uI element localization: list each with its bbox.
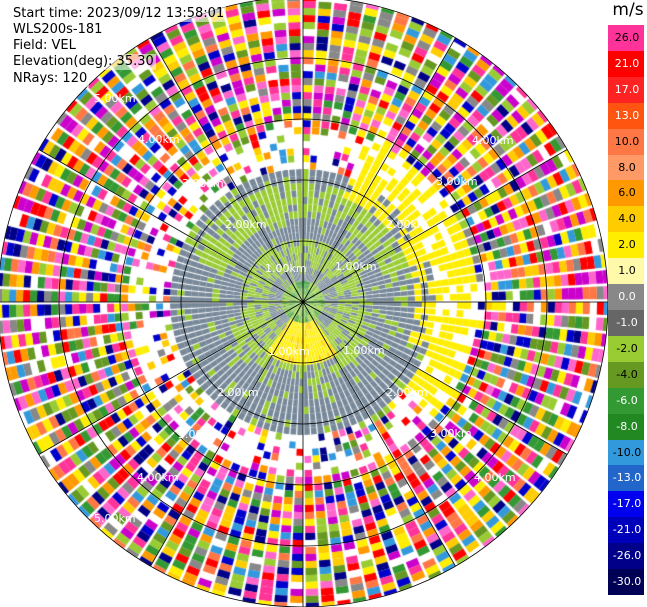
range-label-2km-nw: 2.00km — [225, 218, 267, 231]
colorbar-segment — [608, 413, 644, 441]
colorbar-tick-label: -26.0 — [612, 549, 642, 563]
range-label-1km-nw: 1.00km — [265, 262, 307, 275]
azimuth-spoke — [302, 301, 456, 567]
colorbar-tick-label: 1.0 — [618, 264, 636, 278]
colorbar-segment — [608, 361, 644, 389]
range-label-4km-sw: 4.00km — [137, 471, 179, 484]
range-label-5km-sw: 5.00km — [94, 512, 136, 525]
range-label-1km-sw: 1.00km — [268, 345, 310, 358]
colorbar-segment — [608, 258, 644, 285]
colorbar-tick-label: -1.0 — [616, 315, 638, 329]
azimuth-spoke — [302, 37, 456, 303]
colorbar-tick-label: -6.0 — [616, 393, 638, 407]
colorbar-tick-label: -2.0 — [616, 341, 638, 355]
colorbar-segment — [608, 439, 644, 466]
instrument-text: WLS200s-181 — [11, 22, 105, 38]
colorbar-tick-label: -17.0 — [612, 497, 642, 511]
azimuth-spoke — [38, 149, 304, 303]
colorbar-segment — [608, 206, 644, 233]
colorbar-segment — [608, 154, 644, 181]
colorbar-tick-label: 21.0 — [614, 56, 640, 70]
colorbar-segment — [608, 517, 644, 544]
colorbar-segment — [608, 335, 644, 363]
colorbar-tick-label: -4.0 — [616, 367, 638, 381]
colorbar-tick-label: 26.0 — [614, 30, 640, 44]
colorbar-tick-label: 2.0 — [618, 238, 636, 252]
elevation-text: Elevation(deg): 35.30 — [11, 54, 156, 70]
colorbar-segment — [608, 465, 644, 492]
azimuth-spoke — [302, 149, 568, 303]
start-time-text: Start time: 2023/09/12 13:58:01 — [11, 6, 227, 22]
colorbar-tick-label: 4.0 — [618, 212, 636, 226]
range-label-4km-se: 4.00km — [474, 471, 516, 484]
range-label-3km-se: 3.00km — [430, 427, 472, 440]
colorbar-segment — [608, 25, 644, 52]
colorbar-segment — [608, 76, 644, 104]
colorbar-segment — [608, 50, 644, 78]
range-label-5km-nw: 5.00km — [94, 92, 136, 105]
azimuth-spoke — [38, 301, 304, 455]
azimuth-spoke — [150, 37, 304, 303]
colorbar-segment — [608, 284, 644, 311]
range-label-3km-ne: 3.00km — [436, 175, 478, 188]
colorbar-tick-label: 13.0 — [614, 108, 640, 122]
colorbar-tick-label: -30.0 — [612, 575, 642, 589]
range-label-1km-se: 1.00km — [343, 344, 385, 357]
colorbar-segment — [608, 491, 644, 518]
field-text: Field: VEL — [11, 38, 78, 54]
range-label-3km-sw: 3.00km — [178, 428, 220, 441]
range-labels: 1.00km 1.00km 1.00km 1.00km 2.00km 2.00k… — [94, 92, 516, 525]
colorbar-tick-label: 0.0 — [618, 290, 636, 304]
range-label-4km-ne: 4.00km — [472, 134, 514, 147]
colorbar-tick-label: -10.0 — [612, 445, 642, 459]
colorbar-tick-label: 17.0 — [614, 82, 640, 96]
colorbar-tick-label: -21.0 — [612, 523, 642, 537]
colorbar-tick-label: -8.0 — [616, 419, 638, 433]
range-label-1km-ne: 1.00km — [335, 260, 377, 273]
colorbar-segment — [608, 128, 644, 156]
range-label-2km-se: 2.00km — [386, 386, 428, 399]
colorbar-segment — [608, 543, 644, 570]
azimuth-spoke — [150, 301, 304, 567]
colorbar-segment — [608, 569, 644, 596]
colorbar-segment — [608, 310, 644, 337]
range-label-2km-ne: 2.00km — [386, 218, 428, 231]
colorbar-segment — [608, 102, 644, 130]
range-label-2km-sw: 2.00km — [217, 386, 259, 399]
colorbar-unit: m/s — [612, 0, 644, 20]
azimuth-spoke — [302, 301, 568, 455]
colorbar-segment — [608, 232, 644, 259]
colorbar-tick-label: 8.0 — [618, 160, 636, 174]
colorbar-tick-label: 6.0 — [618, 186, 636, 200]
nrays-text: NRays: 120 — [11, 71, 90, 87]
colorbar-segment — [608, 180, 644, 207]
colorbar-segment — [608, 387, 644, 415]
colorbar-tick-label: -13.0 — [612, 471, 642, 485]
range-label-4km-nw: 4.00km — [138, 133, 180, 146]
colorbar-tick-label: 10.0 — [614, 134, 640, 148]
range-label-3km-nw: 3.00km — [182, 177, 224, 190]
azimuth-spokes — [0, 0, 608, 607]
